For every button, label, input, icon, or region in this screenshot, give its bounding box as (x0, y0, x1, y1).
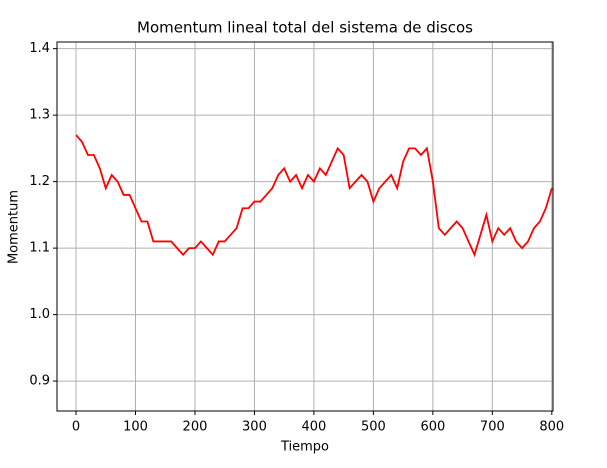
x-tick-label: 400 (302, 420, 327, 435)
x-tick-label: 0 (72, 420, 80, 435)
plot-frame (56, 41, 554, 412)
y-axis-label: Momentum (7, 190, 22, 264)
x-tick-label: 500 (361, 420, 386, 435)
y-tick-label: 1.1 (29, 241, 50, 256)
chart-title: Momentum lineal total del sistema de dis… (137, 19, 473, 37)
y-tick-label: 0.9 (29, 374, 50, 389)
x-tick-label: 300 (242, 420, 267, 435)
x-tick-label: 800 (539, 420, 564, 435)
data-line (75, 134, 553, 258)
x-tick-label: 700 (480, 420, 505, 435)
y-tick-label: 1.3 (29, 108, 50, 123)
y-tick-label: 1.0 (29, 307, 50, 322)
y-tick-label: 1.4 (29, 41, 50, 56)
x-tick-label: 600 (420, 420, 445, 435)
x-axis-label: Tiempo (280, 440, 329, 455)
x-tick-label: 100 (123, 420, 148, 435)
x-tick-label: 200 (183, 420, 208, 435)
y-tick-label: 1.2 (29, 174, 50, 189)
